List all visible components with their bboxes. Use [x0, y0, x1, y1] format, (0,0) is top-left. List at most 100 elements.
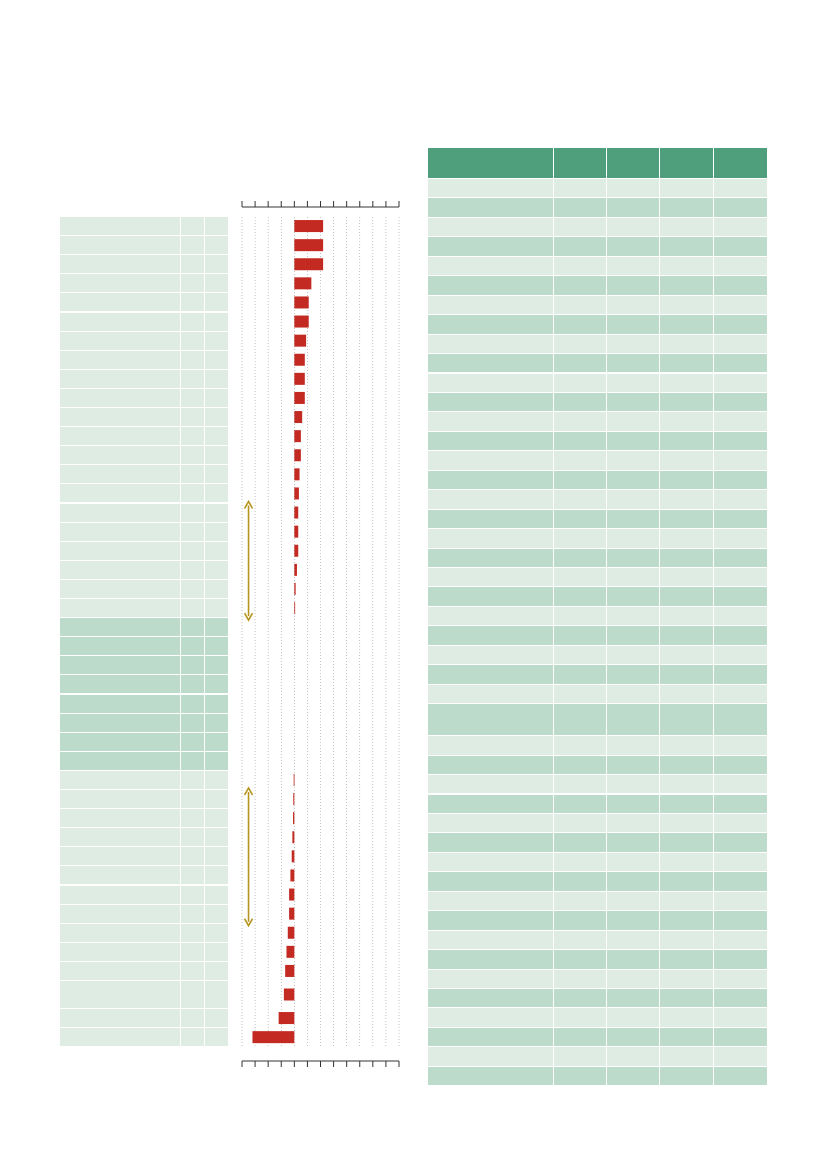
left-table-cell: [60, 350, 180, 369]
right-table-cell: [607, 775, 659, 794]
right-table-cell: [660, 587, 713, 606]
right-table-cell: [660, 606, 713, 626]
left-table-cell: [205, 847, 228, 866]
left-table-cell: [60, 388, 180, 407]
left-table-cell: [205, 961, 228, 980]
left-table-cell: [60, 751, 180, 770]
bar: [294, 353, 305, 366]
right-table-cell: [607, 755, 659, 775]
bar: [294, 296, 309, 309]
right-table-cell: [554, 392, 606, 412]
bar: [292, 831, 295, 844]
right-table-cell: [554, 794, 606, 813]
right-table-cell: [714, 852, 767, 872]
right-table-cell: [714, 775, 767, 794]
right-table-cell: [660, 1008, 713, 1027]
right-table-cell: [554, 315, 606, 334]
left-table-cell: [60, 331, 180, 350]
right-table-cell: [428, 1047, 553, 1066]
left-table-cell: [181, 904, 204, 923]
left-table-cell: [181, 274, 204, 293]
right-table-cell: [428, 412, 553, 431]
left-table-cell: [205, 217, 228, 236]
right-table-cell: [428, 989, 553, 1008]
right-table-cell: [660, 1027, 713, 1047]
right-table-cell: [607, 684, 659, 704]
right-table-cell: [607, 548, 659, 567]
right-table-cell: [660, 237, 713, 256]
right-table-cell: [660, 295, 713, 315]
right-table-cell: [660, 755, 713, 775]
left-table-cell: [60, 274, 180, 293]
right-table-cell: [554, 606, 606, 626]
left-table-cell: [181, 923, 204, 942]
right-table-cell: [714, 315, 767, 334]
right-table-cell: [607, 736, 659, 755]
right-table-cell: [714, 1066, 767, 1086]
left-table-cell: [181, 579, 204, 598]
right-table-cell: [660, 891, 713, 911]
left-table-cell: [60, 312, 180, 331]
right-table-cell: [607, 334, 659, 354]
left-table-cell: [205, 369, 228, 388]
left-table-cell: [205, 809, 228, 828]
right-table-cell: [428, 1027, 553, 1047]
right-table-cell: [554, 548, 606, 567]
right-table-cell: [554, 1027, 606, 1047]
left-table-cell: [205, 790, 228, 809]
right-table-cell: [714, 833, 767, 852]
right-table-cell: [607, 1008, 659, 1027]
left-table-cell: [60, 599, 180, 618]
right-table-cell: [714, 179, 767, 198]
left-table-cell: [60, 1009, 180, 1028]
bar: [290, 869, 295, 882]
right-table-cell: [660, 969, 713, 988]
left-table-cell: [205, 408, 228, 427]
left-table-cell: [205, 694, 228, 713]
bar: [294, 602, 296, 615]
right-table-cell: [714, 470, 767, 490]
right-table-cell: [607, 276, 659, 295]
left-table-cell: [181, 675, 204, 694]
left-table-cell: [181, 1028, 204, 1047]
bar: [294, 506, 299, 519]
right-table-cell: [428, 872, 553, 891]
left-table-cell: [181, 350, 204, 369]
right-table-cell: [428, 1008, 553, 1027]
left-table-cell: [205, 236, 228, 255]
left-table-cell: [60, 369, 180, 388]
bar: [294, 487, 299, 500]
right-table-cell: [428, 813, 553, 833]
bar: [293, 812, 295, 825]
right-table-cell: [607, 891, 659, 911]
right-table-cell: [714, 198, 767, 217]
right-table-cell: [607, 911, 659, 930]
bar: [294, 544, 299, 557]
left-country-table: [60, 217, 228, 1047]
right-table-cell: [554, 930, 606, 950]
left-table-cell: [181, 331, 204, 350]
left-table-cell: [181, 694, 204, 713]
right-table-cell: [714, 256, 767, 276]
left-table-cell: [205, 255, 228, 274]
left-table-cell: [181, 465, 204, 484]
right-table-cell: [714, 412, 767, 431]
right-table-cell: [428, 509, 553, 529]
left-table-cell: [205, 942, 228, 961]
right-table-cell: [554, 704, 606, 736]
bar-chart: [236, 192, 408, 1076]
right-table-cell: [607, 989, 659, 1008]
right-table-cell: [660, 704, 713, 736]
right-table-cell: [714, 626, 767, 645]
right-table-cell: [554, 412, 606, 431]
left-table-cell: [205, 751, 228, 770]
right-table-cell: [607, 529, 659, 548]
left-table-cell: [60, 637, 180, 656]
left-table-cell: [60, 255, 180, 274]
right-table-header-cell: [607, 148, 659, 178]
right-table-cell: [714, 276, 767, 295]
right-table-cell: [428, 755, 553, 775]
right-table-cell: [554, 736, 606, 755]
right-table-cell: [714, 392, 767, 412]
right-table-cell: [428, 256, 553, 276]
